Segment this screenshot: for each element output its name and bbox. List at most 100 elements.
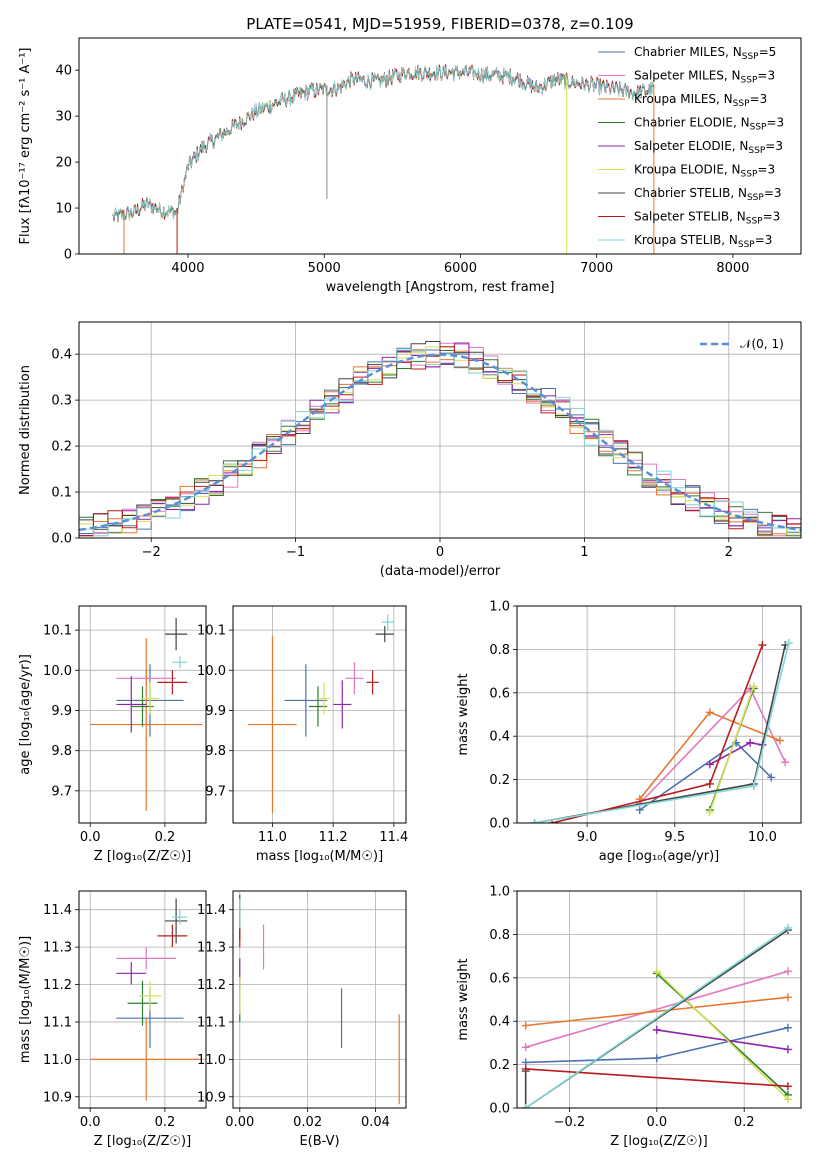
errorbar-chabrier-stelib: [164, 898, 188, 944]
axes-frame: [232, 605, 407, 824]
y-tick-label: 0.2: [489, 773, 510, 788]
x-tick-label: 0.0: [646, 1115, 667, 1130]
panel-mass-vs-Z: 0.0 0.2 10.9 11.0 11.1 11.2 11.3 11.4 Z [log₁₀(Z…: [18, 890, 207, 1149]
errorbar-salpeter-elodie: [116, 676, 147, 733]
series-line: [525, 970, 789, 1048]
spectrum-line-salpeter-elodie: [112, 65, 654, 221]
point-marker: [521, 1043, 530, 1052]
x-tick-label: 5000: [308, 261, 341, 276]
series-line: [525, 1068, 788, 1088]
errorbar-kroupa-elodie: [138, 980, 162, 1011]
x-tick-label: 0.00: [225, 1115, 254, 1130]
y-tick-label: 30: [55, 110, 72, 125]
x-axis-label: Z [log₁₀(Z/Z☉)]: [610, 1134, 707, 1149]
y-tick-label: 9.9: [205, 704, 226, 719]
point-marker: [783, 967, 792, 976]
point-marker: [746, 738, 755, 747]
axes-frame: [78, 37, 802, 255]
series-salpeter-miles: [521, 967, 792, 1052]
y-tick-label: 0.4: [489, 730, 510, 745]
legend-label: Salpeter ELODIE, NSSP=3: [634, 139, 783, 156]
x-tick-label: 0.2: [734, 1115, 755, 1130]
series-line: [656, 1029, 789, 1051]
errorbar-chabrier-elodie: [127, 980, 158, 1026]
series-line: [525, 996, 788, 1027]
x-axis-label: age [log₁₀(age/yr)]: [599, 849, 720, 864]
point-marker: [521, 1104, 530, 1108]
spectrum-line-kroupa-miles: [112, 64, 654, 221]
legend: Chabrier MILES, NSSP=5 Salpeter MILES, NS…: [598, 45, 784, 250]
series-salpeter-stelib: [521, 1064, 792, 1091]
y-tick-label: 0.2: [489, 1058, 510, 1073]
x-tick-label: 0.2: [155, 1115, 176, 1130]
errorbar-chabrier-miles: [284, 664, 328, 737]
y-tick-label: 10: [55, 202, 72, 217]
point-marker: [521, 1021, 530, 1030]
x-axis-label: (data-model)/error: [380, 564, 501, 579]
histogram-kroupa-stelib: [79, 348, 801, 537]
x-axis-label: Z [log₁₀(Z/Z☉)]: [94, 849, 191, 864]
spectrum-line-chabrier-miles: [112, 64, 654, 222]
spectrum-line-chabrier-stelib: [112, 64, 654, 223]
errorbar-chabrier-stelib: [375, 626, 394, 643]
x-axis-label: mass [log₁₀(M/M☉)]: [256, 849, 383, 864]
errorbar-salpeter-stelib: [157, 924, 188, 948]
y-tick-label: 11.3: [197, 941, 226, 956]
errorbar-kroupa-stelib: [172, 909, 188, 925]
x-axis-label: E(B-V): [299, 1134, 339, 1149]
errorbar-kroupa-miles: [90, 1018, 203, 1101]
y-tick-label: 10.0: [197, 664, 226, 679]
y-axis-label: Normed distribution: [18, 365, 33, 495]
point-marker: [652, 1025, 661, 1034]
point-marker: [783, 993, 792, 1002]
errorbar-kroupa-stelib: [172, 656, 188, 669]
series-salpeter-stelib: [548, 641, 767, 823]
point-marker: [783, 923, 792, 932]
point-marker: [783, 1023, 792, 1032]
y-tick-label: 0.0: [489, 817, 510, 832]
point-marker: [705, 760, 714, 769]
legend-label: Chabrier ELODIE, NSSP=3: [634, 116, 784, 133]
errorbar-salpeter-stelib: [366, 670, 379, 695]
x-tick-label: 11.2: [319, 830, 348, 845]
y-tick-label: 0.4: [489, 1015, 510, 1030]
x-tick-label: 10.0: [748, 830, 777, 845]
legend: 𝒩(0, 1): [700, 337, 784, 351]
x-tick-label: −0.2: [554, 1115, 586, 1130]
axes-frame: [516, 890, 802, 1109]
panel-weight-vs-Z: −0.2 0.0 0.2 0.0 0.2 0.4 0.6 0.8 1.0 Z [log₁₀(Z/Z…: [456, 885, 802, 1149]
y-tick-label: 0.2: [51, 440, 72, 455]
y-tick-label: 10.1: [43, 624, 72, 639]
point-marker: [705, 779, 714, 788]
y-tick-label: 0.4: [51, 348, 72, 363]
plot-area: [90, 618, 203, 811]
spectrum-line-kroupa-stelib: [112, 64, 654, 221]
errorbar-chabrier-stelib: [164, 618, 188, 651]
x-tick-label: −1: [286, 545, 305, 560]
legend-label: 𝒩(0, 1): [740, 337, 784, 351]
point-marker: [530, 819, 539, 823]
y-tick-label: 0.1: [51, 486, 72, 501]
y-tick-label: 1.0: [489, 885, 510, 900]
x-tick-label: 7000: [580, 261, 613, 276]
axes-frame: [78, 321, 802, 539]
normal-curve: [79, 353, 801, 532]
y-tick-label: 0.8: [489, 928, 510, 943]
series-salpeter-miles: [635, 684, 790, 808]
point-marker: [767, 773, 776, 782]
series-chabrier-stelib: [530, 641, 790, 823]
errorbar-kroupa-elodie: [317, 682, 331, 715]
series-kroupa-stelib: [521, 923, 792, 1108]
y-axis-label: mass weight: [456, 673, 471, 755]
point-marker: [758, 641, 767, 650]
errorbar-salpeter-stelib: [157, 670, 188, 695]
y-tick-label: 11.3: [43, 941, 72, 956]
point-marker: [652, 1054, 661, 1063]
plot-area: [112, 64, 655, 254]
x-tick-label: 0.2: [155, 830, 176, 845]
panel-mass-vs-ebv: 0.00 0.02 0.04 10.9 11.0 11.1 11.2 11.3 11.4 E(B-…: [197, 890, 407, 1149]
y-tick-label: 11.4: [43, 903, 72, 918]
point-marker: [652, 967, 661, 976]
axes-frame: [516, 605, 802, 824]
series-salpeter-elodie: [652, 1025, 792, 1054]
